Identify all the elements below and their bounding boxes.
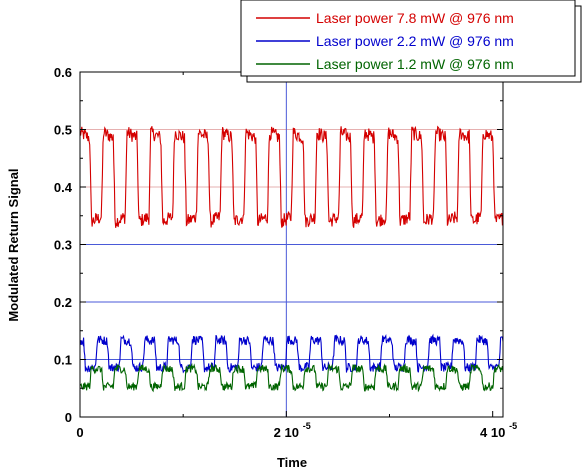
x-axis-title: Time [277, 455, 307, 470]
legend-label-2: Laser power 2.2 mW @ 976 nm [316, 33, 514, 49]
legend: Laser power 7.8 mW @ 976 nm Laser power 2… [240, 0, 582, 83]
series-line-3 [79, 362, 504, 393]
y-tick-label: 0.3 [54, 238, 72, 253]
x-tick-label: 4 10 [480, 425, 505, 440]
y-axis-title: Modulated Return Signal [6, 168, 21, 321]
x-tick-exponent: -5 [509, 421, 517, 431]
legend-label-3: Laser power 1.2 mW @ 976 nm [316, 56, 514, 72]
tick-labels: 0 0.1 0.2 0.3 0.4 0.5 0.6 0 2 10 -5 4 10 -5 [54, 65, 517, 440]
x-tick-label: 2 10 [274, 425, 299, 440]
y-tick-label: 0.6 [54, 65, 72, 80]
legend-label-1: Laser power 7.8 mW @ 976 nm [316, 10, 514, 26]
x-tick-label: 0 [76, 425, 83, 440]
y-tick-label: 0.2 [54, 295, 72, 310]
series-layer [79, 125, 504, 393]
series-line-1 [79, 125, 504, 228]
y-tick-label: 0.4 [54, 180, 73, 195]
series-line-2 [80, 333, 504, 374]
grid-lines [80, 72, 503, 417]
y-tick-label: 0.1 [54, 353, 72, 368]
x-tick-exponent: -5 [303, 421, 311, 431]
y-tick-label: 0 [65, 410, 72, 425]
y-tick-label: 0.5 [54, 123, 72, 138]
